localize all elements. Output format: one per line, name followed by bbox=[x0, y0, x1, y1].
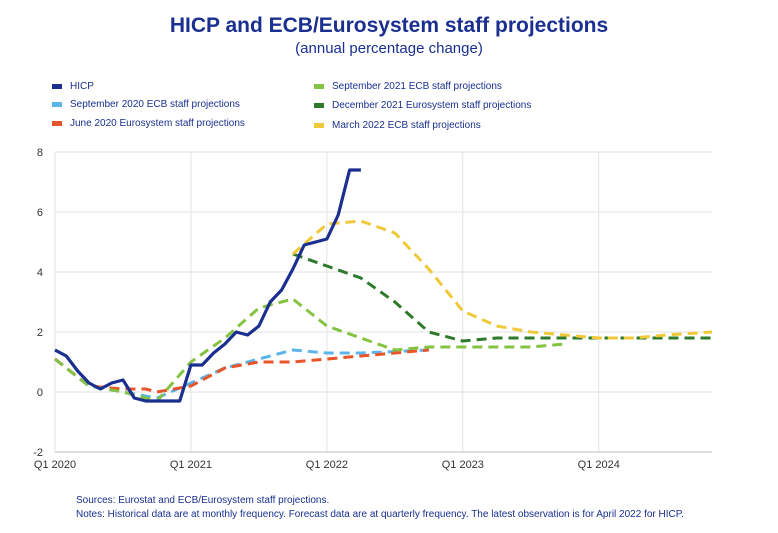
legend-item-sep2020: September 2020 ECB staff projections bbox=[52, 99, 240, 110]
legend-swatch bbox=[52, 84, 62, 89]
chart-title: HICP and ECB/Eurosystem staff projection… bbox=[169, 14, 609, 37]
series-line-5 bbox=[291, 219, 713, 340]
y-tick-label: 4 bbox=[37, 267, 43, 279]
legend-item-dec2021: December 2021 Eurosystem staff projectio… bbox=[314, 100, 531, 111]
legend-item-sep2021: September 2021 ECB staff projections bbox=[314, 81, 502, 92]
notes-text: Notes: Historical data are at monthly fr… bbox=[76, 509, 684, 520]
x-tick-label: Q1 2024 bbox=[578, 459, 620, 471]
legend-swatch bbox=[314, 84, 324, 89]
y-tick-label: -2 bbox=[33, 447, 43, 459]
legend-item-mar2022: March 2022 ECB staff projections bbox=[314, 120, 481, 131]
y-tick-label: 6 bbox=[37, 207, 43, 219]
series-line-4 bbox=[292, 252, 712, 343]
y-tick-label: 2 bbox=[37, 327, 43, 339]
x-tick-label: Q1 2020 bbox=[34, 459, 76, 471]
legend-swatch bbox=[314, 123, 324, 128]
legend-swatch bbox=[52, 121, 62, 126]
sources-note: Sources: Eurostat and ECB/Eurosystem sta… bbox=[76, 495, 330, 506]
legend-label: March 2022 ECB staff projections bbox=[332, 120, 481, 131]
x-tick-label: Q1 2023 bbox=[442, 459, 484, 471]
legend-label: September 2021 ECB staff projections bbox=[332, 81, 502, 92]
legend-swatch bbox=[314, 103, 324, 108]
series-line-2 bbox=[54, 348, 429, 394]
chart-subtitle: (annual percentage change) bbox=[295, 40, 483, 57]
legend-item-hicp: HICP bbox=[52, 81, 94, 92]
y-axis: 8 6 4 2 0 -2 bbox=[33, 147, 43, 459]
chart-notes: Sources: Eurostat and ECB/Eurosystem sta… bbox=[76, 494, 684, 522]
legend-item-jun2020: June 2020 Eurosystem staff projections bbox=[52, 118, 245, 129]
legend-swatch bbox=[52, 102, 62, 107]
x-tick-label: Q1 2022 bbox=[306, 459, 348, 471]
legend-label: HICP bbox=[70, 81, 94, 92]
y-tick-label: 0 bbox=[37, 387, 43, 399]
grid-lines bbox=[54, 151, 712, 453]
series-line-3 bbox=[54, 297, 565, 403]
series-lines bbox=[54, 168, 713, 403]
legend-label: June 2020 Eurosystem staff projections bbox=[70, 118, 245, 129]
y-tick-label: 8 bbox=[37, 147, 43, 159]
legend-label: December 2021 Eurosystem staff projectio… bbox=[332, 100, 532, 111]
series-line-0 bbox=[54, 168, 361, 403]
x-tick-label: Q1 2021 bbox=[170, 459, 212, 471]
x-axis: Q1 2020 Q1 2021 Q1 2022 Q1 2023 Q1 2024 bbox=[34, 451, 712, 471]
legend-label: September 2020 ECB staff projections bbox=[70, 99, 240, 110]
